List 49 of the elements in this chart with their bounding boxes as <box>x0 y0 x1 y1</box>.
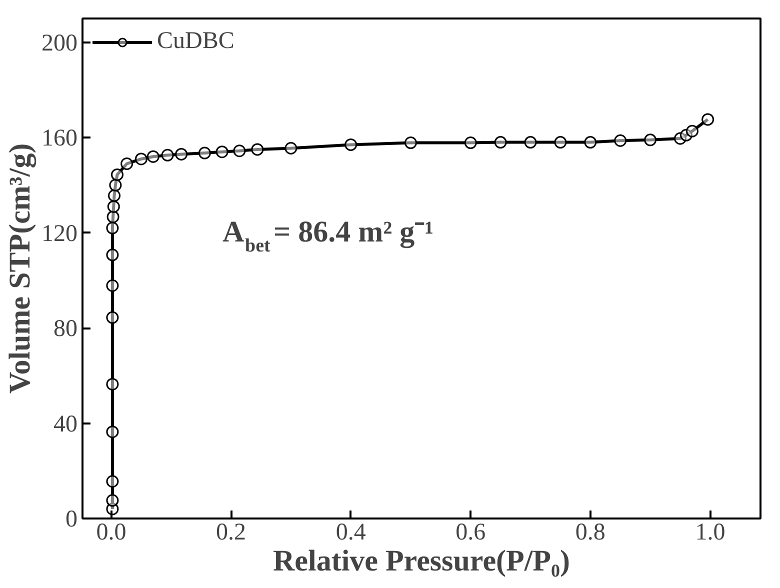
y-tick-label: 200 <box>42 30 78 56</box>
point <box>404 136 417 150</box>
point <box>284 142 298 154</box>
point <box>109 178 122 192</box>
point <box>106 475 119 488</box>
point <box>344 138 358 151</box>
x-tick-label: 0.8 <box>575 520 606 546</box>
point <box>494 136 507 149</box>
point <box>120 158 134 170</box>
point <box>198 146 211 160</box>
point <box>216 146 228 158</box>
x-tick-label: 0.0 <box>96 520 126 546</box>
point <box>584 136 597 149</box>
x-axis-title: Relative Pressure(P/P₀) <box>273 544 570 578</box>
point <box>108 189 120 202</box>
x-tick-label: 0.2 <box>216 520 246 546</box>
x-tick-label: 0.6 <box>456 520 486 546</box>
point <box>106 222 119 234</box>
y-tick-label: 80 <box>54 316 78 342</box>
x-tick-label: 0.4 <box>336 520 366 546</box>
y-tick-label: 160 <box>42 126 78 152</box>
point <box>251 143 264 156</box>
point <box>107 200 120 213</box>
point <box>233 144 246 158</box>
point <box>686 124 698 138</box>
point <box>134 152 148 166</box>
point <box>644 134 657 146</box>
point <box>614 134 627 147</box>
point <box>175 148 188 160</box>
point <box>524 136 537 149</box>
point <box>106 494 119 507</box>
y-axis-title: Volume STP(cm³/g) <box>4 143 36 394</box>
point <box>106 279 119 292</box>
point <box>106 210 120 224</box>
y-tick-label: 120 <box>42 220 78 247</box>
point <box>106 378 119 390</box>
point <box>106 426 119 438</box>
x-tick-label: 1.0 <box>695 520 726 546</box>
point <box>146 150 160 163</box>
point <box>110 168 124 181</box>
y-tick-label: 40 <box>54 411 78 438</box>
point <box>106 248 119 262</box>
point <box>554 136 567 149</box>
point <box>106 311 119 324</box>
y-tick-label: 0 <box>66 506 78 532</box>
point <box>702 113 714 126</box>
point <box>161 148 174 162</box>
point <box>464 136 477 150</box>
legend-label: CuDBC <box>157 28 234 55</box>
